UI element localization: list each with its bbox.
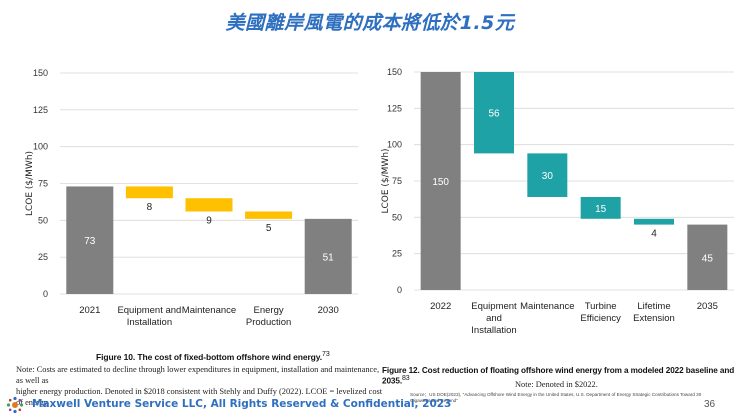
x-category-label: Equipment and [117,305,181,316]
x-category-label: 2035 [697,301,718,312]
left-caption-ref: 73 [322,351,330,358]
x-category-label: 2021 [79,305,100,316]
y-tick-label: 50 [392,212,402,222]
data-label: 5 [266,223,272,234]
left-figure-caption: Figure 10. The cost of fixed-bottom offs… [96,351,330,362]
left-caption-text: Figure 10. The cost of fixed-bottom offs… [96,351,323,362]
y-tick-label: 75 [38,179,48,189]
y-tick-label: 25 [392,249,402,259]
x-category-label: Maintenance [182,305,236,316]
data-label: 51 [323,252,335,263]
y-tick-label: 25 [38,252,48,262]
data-label: 45 [702,253,714,264]
bar-decrease [527,153,568,197]
bar-total [420,72,461,290]
y-axis-label: LCOE ($/MWh) [381,148,391,213]
data-label: 8 [147,202,153,213]
left-note-line-2: higher energy production. Denoted in $20… [16,387,383,407]
bar-total [687,224,728,290]
right-figure-caption: Figure 12. Cost reduction of floating of… [382,366,740,386]
left-note-line-1: Note: Costs are estimated to decline thr… [16,365,380,385]
data-label: 15 [595,204,607,215]
bar-decrease [580,196,621,219]
data-label: 4 [651,229,657,240]
x-category-label: and [486,313,502,324]
data-label: 56 [488,109,500,120]
right-caption-text: Figure 12. Cost reduction of floating of… [382,366,735,386]
y-tick-label: 50 [38,215,48,225]
bar-decrease [245,211,293,219]
x-category-label: Energy [254,305,284,316]
data-label: 73 [84,236,96,247]
slide-title: 美國離岸風電的成本將低於1.5元 [225,12,515,34]
right-note: Note: Denoted in $2022. [515,380,598,389]
data-label: 150 [432,177,449,188]
footer-copyright: Maxwell Venture Service LLC, All Rights … [32,398,452,410]
x-category-label: Maintenance [520,301,574,312]
company-logo-icon [6,396,24,414]
y-tick-label: 75 [392,176,402,186]
bar-total [304,218,352,294]
x-category-label: 2022 [430,301,451,312]
page-number: 36 [704,399,716,410]
source-citation: Source：US DOE(2023), "Advancing Offshore… [410,392,702,403]
y-tick-label: 0 [43,289,48,299]
bar-decrease [474,72,514,154]
bar-decrease [185,198,233,212]
y-tick-label: 150 [33,68,48,78]
x-category-label: Production [246,317,291,328]
chart-floating: 0 25 50 75 100 125 150 LCOE ($/MWh) 150 2022 56 Equ… [381,67,734,336]
y-tick-label: 100 [33,142,48,152]
x-category-label: Turbine [585,301,617,312]
chart-fixed-bottom: 0 25 50 75 100 125 150 LCOE ($/MWh) 73 2021 8 Equip… [25,68,358,328]
x-category-label: Installation [127,317,172,328]
x-category-label: Installation [471,325,516,336]
x-category-label: 2030 [318,305,339,316]
bar-total [66,186,114,294]
y-tick-label: 0 [397,285,402,295]
y-tick-label: 125 [33,105,48,115]
y-axis-label: LCOE ($/MWh) [25,151,35,216]
right-caption-ref: 83 [402,375,410,382]
bar-decrease [125,186,173,199]
y-tick-label: 150 [387,67,402,77]
x-category-label: Equipment [471,301,517,312]
data-label: 30 [542,171,554,182]
y-tick-label: 100 [387,140,402,150]
bar-decrease [634,218,674,225]
left-note: Note: Costs are estimated to decline thr… [16,364,388,408]
y-tick-label: 125 [387,103,402,113]
x-category-label: Lifetime [637,301,670,312]
data-label: 9 [206,215,212,226]
x-category-label: Extension [633,313,675,324]
x-category-label: Efficiency [580,313,621,324]
